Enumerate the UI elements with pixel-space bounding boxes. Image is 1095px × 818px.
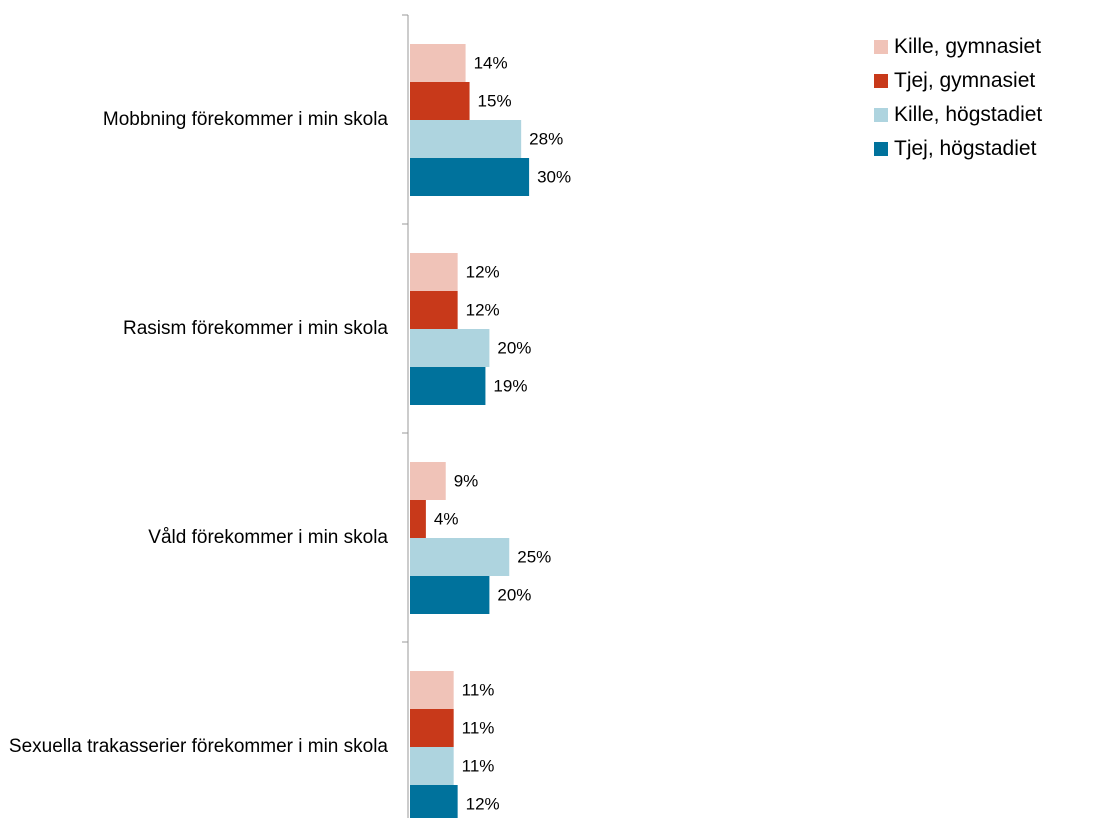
bar	[410, 44, 466, 82]
category-label: Rasism förekommer i min skola	[123, 317, 388, 339]
data-label: 11%	[462, 680, 495, 699]
data-label: 9%	[454, 471, 479, 490]
bar	[410, 367, 486, 405]
category-label: Sexuella trakasserier förekommer i min s…	[8, 735, 388, 757]
legend-label: Kille, högstadiet	[894, 103, 1043, 126]
bar	[410, 671, 454, 709]
data-label: 30%	[537, 167, 571, 186]
legend: Kille, gymnasiet Tjej, gymnasiet Kille, hö…	[874, 30, 1042, 166]
legend-label: Kille, gymnasiet	[894, 35, 1042, 58]
category-label-box: Rasism förekommer i min skola	[3, 317, 388, 341]
bar	[410, 253, 458, 291]
data-label: 11%	[462, 718, 495, 737]
legend-swatch	[874, 74, 888, 88]
legend-swatch	[874, 142, 888, 156]
data-label: 11%	[462, 756, 495, 775]
bar	[410, 576, 490, 614]
bar	[410, 462, 446, 500]
data-label: 15%	[478, 91, 512, 110]
bar	[410, 120, 522, 158]
data-label: 12%	[466, 300, 500, 319]
category-label-box: Mobbning förekommer i min skola	[3, 108, 388, 132]
data-label: 20%	[497, 585, 531, 604]
data-label: 12%	[466, 262, 500, 281]
legend-item: Tjej, högstadiet	[874, 132, 1042, 166]
bar	[410, 82, 470, 120]
data-label: 20%	[497, 338, 531, 357]
legend-swatch	[874, 40, 888, 54]
bar	[410, 329, 490, 367]
data-label: 12%	[466, 794, 500, 813]
bar	[410, 785, 458, 818]
bar	[410, 500, 426, 538]
category-label: Våld förekommer i min skola	[148, 526, 388, 548]
bar	[410, 709, 454, 747]
legend-label: Tjej, gymnasiet	[894, 69, 1036, 92]
bar	[410, 291, 458, 329]
legend-label: Tjej, högstadiet	[894, 137, 1037, 160]
legend-item: Tjej, gymnasiet	[874, 64, 1042, 98]
data-label: 4%	[434, 509, 459, 528]
category-label-box: Våld förekommer i min skola	[3, 526, 388, 550]
data-label: 25%	[517, 547, 551, 566]
legend-item: Kille, gymnasiet	[874, 30, 1042, 64]
data-label: 14%	[474, 53, 508, 72]
data-label: 19%	[493, 376, 527, 395]
bar	[410, 158, 530, 196]
category-label-box: Sexuella trakasserier förekommer i min s…	[3, 735, 388, 759]
legend-swatch	[874, 108, 888, 122]
category-label: Mobbning förekommer i min skola	[102, 108, 388, 130]
bar	[410, 538, 510, 576]
data-label: 28%	[529, 129, 563, 148]
legend-item: Kille, högstadiet	[874, 98, 1042, 132]
bar	[410, 747, 454, 785]
